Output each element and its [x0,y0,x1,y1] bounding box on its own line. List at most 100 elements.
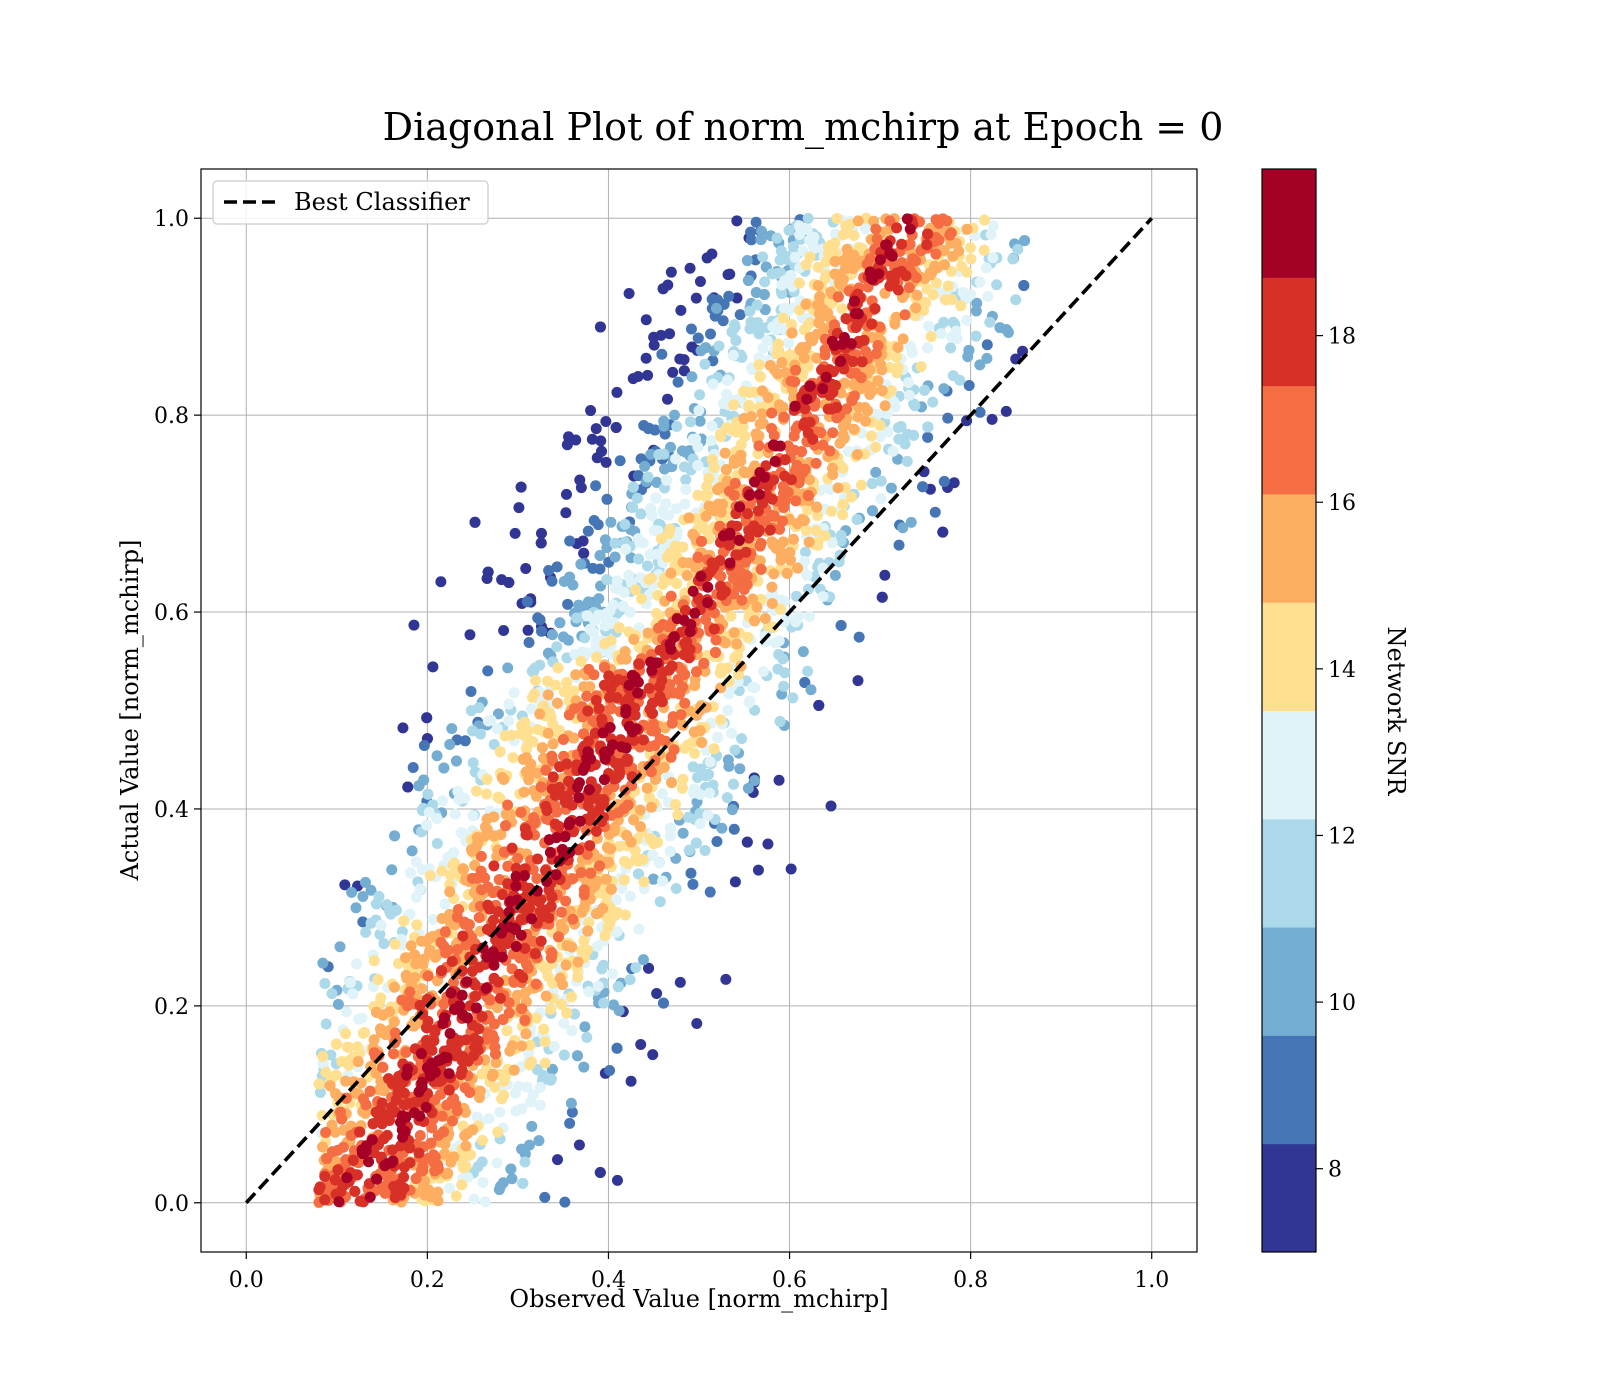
scatter-point [540,990,552,1002]
scatter-point [491,1157,503,1169]
scatter-point [578,935,590,947]
scatter-point [858,334,870,346]
scatter-point [767,539,779,551]
scatter-point [424,870,436,882]
scatter-point [313,1078,325,1090]
scatter-point [566,991,578,1003]
scatter-point [679,668,691,680]
scatter-point [474,1085,486,1097]
scatter-point [431,812,443,824]
scatter-point [380,1029,392,1041]
scatter-point [540,800,552,812]
scatter-point [438,998,450,1010]
scatter-point [432,1129,444,1141]
scatter-point [554,972,566,984]
scatter-point [554,617,566,629]
scatter-point [690,666,702,678]
scatter-point [456,989,468,1001]
scatter-point [728,627,740,639]
scatter-point [585,405,597,417]
scatter-point [324,1080,336,1092]
scatter-point [802,490,814,502]
scatter-point [901,428,913,440]
scatter-point [486,1029,498,1041]
scatter-point [688,726,700,738]
scatter-point [817,439,829,451]
scatter-point [677,773,689,785]
scatter-point [850,367,862,379]
scatter-point [502,799,514,811]
scatter-point [536,911,548,923]
scatter-point [437,795,449,807]
scatter-point [509,1087,521,1099]
scatter-point [946,331,958,343]
scatter-point [497,1013,509,1025]
scatter-point [731,292,743,304]
scatter-point [716,822,728,834]
scatter-point [865,430,877,442]
scatter-point [594,550,606,562]
scatter-point [781,567,793,579]
scatter-point [664,328,676,340]
scatter-point [543,565,555,577]
scatter-point [329,1174,341,1186]
scatter-point [520,563,532,575]
scatter-point [665,643,677,655]
scatter-point [439,898,451,910]
scatter-point [766,268,778,280]
scatter-point [601,911,613,923]
scatter-point [632,370,644,382]
scatter-point [488,972,500,984]
scatter-point [670,798,682,810]
scatter-point [700,510,712,522]
scatter-point [762,391,774,403]
scatter-point [505,729,517,741]
scatter-point [812,539,824,551]
scatter-point [902,377,914,389]
scatter-point [723,688,735,700]
scatter-point [643,574,655,586]
scatter-point [734,763,746,775]
scatter-point [457,930,469,942]
scatter-point [524,1096,536,1108]
scatter-point [670,453,682,465]
scatter-point [799,343,811,355]
scatter-point [699,358,711,370]
scatter-point [452,904,464,916]
scatter-point [492,708,504,720]
scatter-point [501,1025,513,1037]
scatter-point [542,689,554,701]
scatter-point [547,771,559,783]
scatter-point [766,493,778,505]
scatter-point [922,228,934,240]
scatter-point [457,1051,469,1063]
scatter-point [786,327,798,339]
scatter-point [670,503,682,515]
scatter-point [529,948,541,960]
scatter-point [487,914,499,926]
scatter-point [874,254,886,266]
scatter-point [571,1050,583,1062]
scatter-point [986,413,998,425]
scatter-point [535,537,547,549]
scatter-point [678,365,690,377]
scatter-point [317,957,329,969]
scatter-point [802,665,814,677]
scatter-point [647,873,659,885]
scatter-point [747,681,759,693]
scatter-point [500,1069,512,1081]
scatter-point [892,284,904,296]
scatter-point [397,722,409,734]
scatter-point [974,406,986,418]
scatter-point [922,431,934,443]
scatter-point [723,539,735,551]
scatter-point [766,597,778,609]
scatter-point [627,481,639,493]
scatter-point [779,454,791,466]
scatter-point [460,939,472,951]
scatter-point [594,795,606,807]
scatter-point [529,674,541,686]
scatter-point [476,1156,488,1168]
scatter-point [749,704,761,716]
